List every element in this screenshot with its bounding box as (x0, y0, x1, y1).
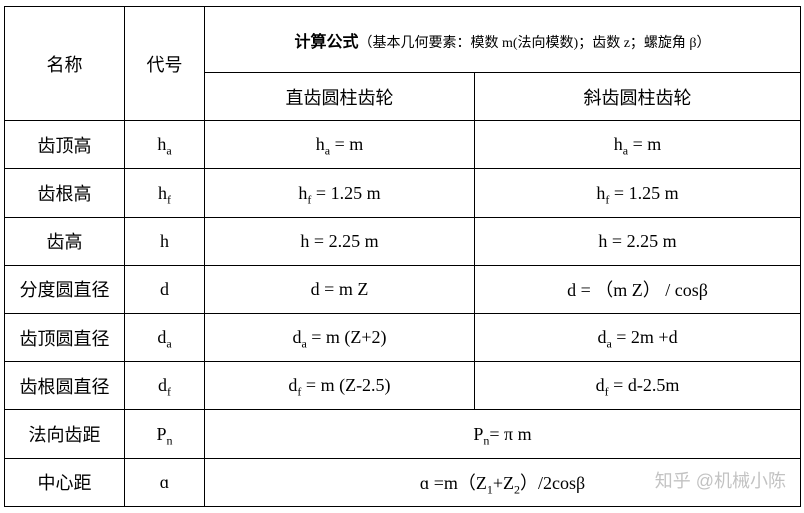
row-name: 齿根高 (5, 169, 125, 217)
row-name: 齿顶圆直径 (5, 314, 125, 362)
row-name: 法向齿距 (5, 410, 125, 458)
row-name: 中心距 (5, 458, 125, 506)
row-name: 齿高 (5, 217, 125, 265)
row-formula-merged: ɑ =m（Z1+Z2）/2cosβ (205, 458, 801, 506)
table-row: 齿根高 hf hf = 1.25 m hf = 1.25 m (5, 169, 801, 217)
row-sym: df (125, 362, 205, 410)
row-name: 齿顶高 (5, 121, 125, 169)
row-f1: ha = m (205, 121, 475, 169)
row-sym: ɑ (125, 458, 205, 506)
table-row-pn: 法向齿距 Pn Pn= π m (5, 410, 801, 458)
table-row: 齿根圆直径 df df = m (Z-2.5) df = d-2.5m (5, 362, 801, 410)
header-formula-small: （基本几何要素：模数 m(法向模数)；齿数 z；螺旋角 β） (358, 36, 710, 51)
table-row: 分度圆直径 d d = m Z d = （m Z） / cosβ (5, 265, 801, 313)
row-f2: ha = m (475, 121, 801, 169)
row-sym: h (125, 217, 205, 265)
table-row-alpha: 中心距 ɑ ɑ =m（Z1+Z2）/2cosβ (5, 458, 801, 506)
row-sym: da (125, 314, 205, 362)
header-symbol: 代号 (125, 7, 205, 121)
row-f2: hf = 1.25 m (475, 169, 801, 217)
row-f1: df = m (Z-2.5) (205, 362, 475, 410)
row-f2: h = 2.25 m (475, 217, 801, 265)
row-f1: hf = 1.25 m (205, 169, 475, 217)
row-f1: d = m Z (205, 265, 475, 313)
header-sub-helical: 斜齿圆柱齿轮 (475, 73, 801, 121)
table-row: 齿顶高 ha ha = m ha = m (5, 121, 801, 169)
row-sym: ha (125, 121, 205, 169)
row-sym: hf (125, 169, 205, 217)
row-name: 齿根圆直径 (5, 362, 125, 410)
row-formula-merged: Pn= π m (205, 410, 801, 458)
header-formula-bold: 计算公式 (294, 34, 358, 51)
row-f1: da = m (Z+2) (205, 314, 475, 362)
table-row: 齿顶圆直径 da da = m (Z+2) da = 2m +d (5, 314, 801, 362)
row-f1: h = 2.25 m (205, 217, 475, 265)
header-formula: 计算公式（基本几何要素：模数 m(法向模数)；齿数 z；螺旋角 β） (205, 7, 801, 73)
row-f2: d = （m Z） / cosβ (475, 265, 801, 313)
row-sym: d (125, 265, 205, 313)
row-f2: df = d-2.5m (475, 362, 801, 410)
header-row-1: 名称 代号 计算公式（基本几何要素：模数 m(法向模数)；齿数 z；螺旋角 β） (5, 7, 801, 73)
header-name: 名称 (5, 7, 125, 121)
table-row: 齿高 h h = 2.25 m h = 2.25 m (5, 217, 801, 265)
row-f2: da = 2m +d (475, 314, 801, 362)
header-sub-spur: 直齿圆柱齿轮 (205, 73, 475, 121)
gear-formula-table: 名称 代号 计算公式（基本几何要素：模数 m(法向模数)；齿数 z；螺旋角 β）… (4, 6, 801, 507)
row-sym: Pn (125, 410, 205, 458)
row-name: 分度圆直径 (5, 265, 125, 313)
